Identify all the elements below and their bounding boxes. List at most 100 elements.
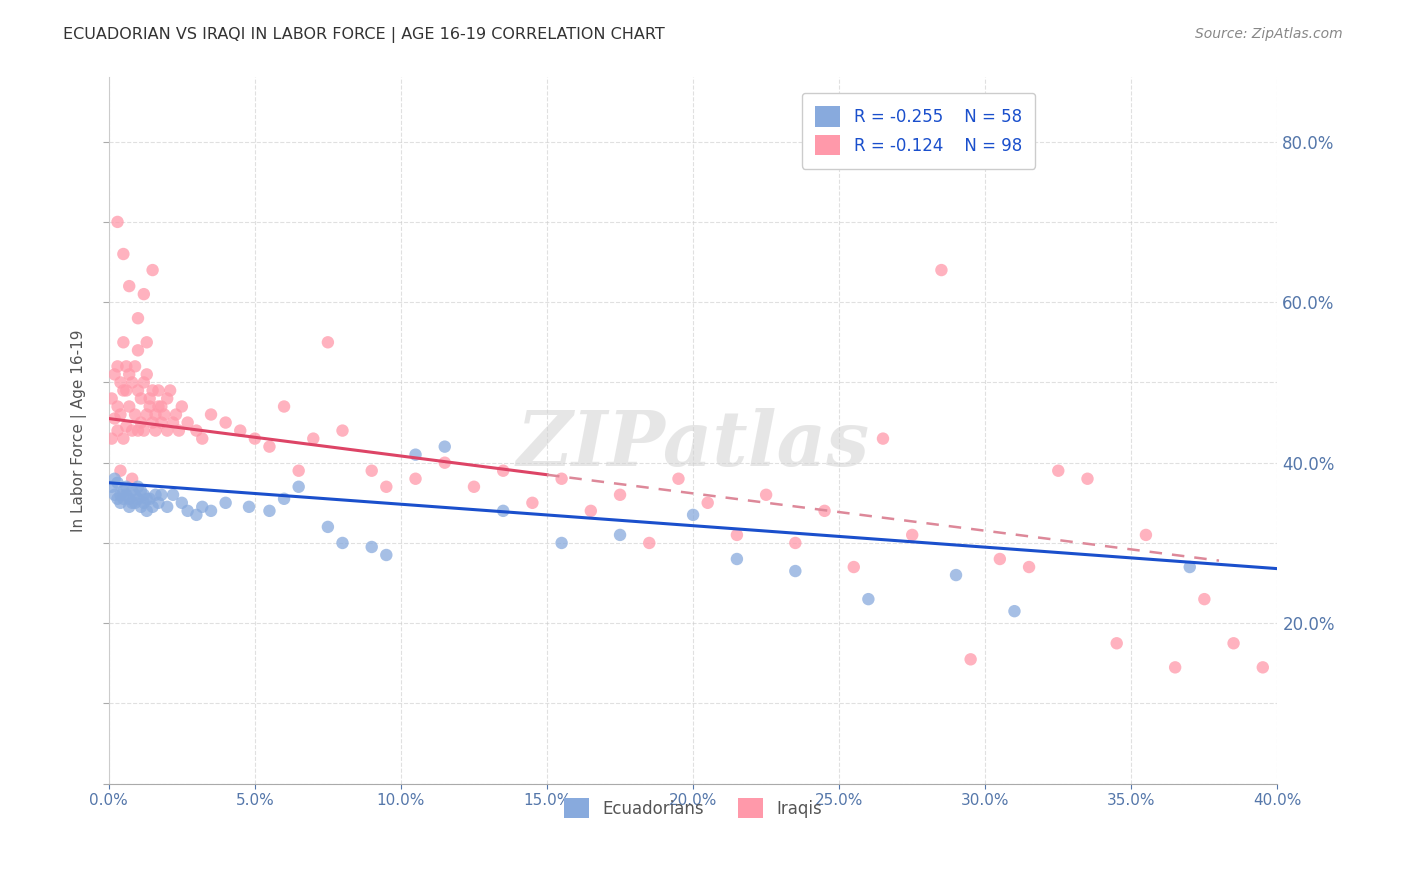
Point: [135, 368, 157, 382]
Point: [872, 432, 894, 446]
Point: [186, 424, 208, 438]
Point: [135, 491, 157, 506]
Point: [129, 483, 152, 498]
Point: [332, 536, 354, 550]
Point: [1222, 636, 1244, 650]
Text: ECUADORIAN VS IRAQI IN LABOR FORCE | AGE 16-19 CORRELATION CHART: ECUADORIAN VS IRAQI IN LABOR FORCE | AGE…: [63, 27, 665, 43]
Point: [170, 496, 193, 510]
Point: [1135, 528, 1157, 542]
Point: [1047, 464, 1070, 478]
Point: [638, 536, 661, 550]
Point: [115, 359, 138, 374]
Point: [191, 432, 214, 446]
Point: [405, 472, 427, 486]
Point: [112, 335, 135, 350]
Point: [115, 488, 138, 502]
Point: [858, 592, 880, 607]
Point: [110, 496, 132, 510]
Point: [118, 400, 141, 414]
Point: [127, 480, 149, 494]
Point: [842, 560, 865, 574]
Point: [150, 400, 173, 414]
Point: [273, 400, 295, 414]
Point: [153, 408, 176, 422]
Point: [127, 311, 149, 326]
Point: [492, 504, 515, 518]
Point: [273, 491, 295, 506]
Point: [118, 491, 141, 506]
Point: [107, 359, 129, 374]
Text: ZIPatlas: ZIPatlas: [516, 408, 870, 482]
Point: [148, 400, 170, 414]
Point: [433, 456, 456, 470]
Point: [142, 263, 165, 277]
Point: [287, 480, 309, 494]
Point: [142, 416, 165, 430]
Point: [243, 432, 266, 446]
Point: [1251, 660, 1274, 674]
Point: [142, 500, 165, 514]
Point: [127, 343, 149, 358]
Point: [229, 424, 252, 438]
Point: [100, 392, 122, 406]
Y-axis label: In Labor Force | Age 16-19: In Labor Force | Age 16-19: [72, 329, 87, 532]
Point: [375, 480, 398, 494]
Point: [1310, 648, 1333, 663]
Text: Source: ZipAtlas.com: Source: ZipAtlas.com: [1195, 27, 1343, 41]
Point: [104, 488, 127, 502]
Point: [107, 491, 129, 506]
Point: [138, 491, 160, 506]
Point: [150, 416, 173, 430]
Point: [959, 652, 981, 666]
Point: [145, 424, 167, 438]
Point: [132, 424, 155, 438]
Point: [118, 279, 141, 293]
Point: [124, 359, 146, 374]
Point: [142, 384, 165, 398]
Point: [1105, 636, 1128, 650]
Point: [156, 500, 179, 514]
Point: [129, 500, 152, 514]
Point: [112, 384, 135, 398]
Point: [100, 432, 122, 446]
Point: [127, 384, 149, 398]
Point: [332, 424, 354, 438]
Point: [107, 424, 129, 438]
Point: [129, 392, 152, 406]
Point: [104, 411, 127, 425]
Point: [110, 408, 132, 422]
Point: [132, 496, 155, 510]
Point: [550, 472, 572, 486]
Point: [360, 464, 382, 478]
Point: [1178, 560, 1201, 574]
Point: [150, 488, 173, 502]
Point: [609, 528, 631, 542]
Point: [755, 488, 778, 502]
Point: [1164, 660, 1187, 674]
Point: [785, 564, 807, 578]
Point: [135, 408, 157, 422]
Point: [1018, 560, 1040, 574]
Point: [145, 408, 167, 422]
Point: [579, 504, 602, 518]
Point: [1281, 636, 1303, 650]
Point: [138, 392, 160, 406]
Point: [112, 491, 135, 506]
Point: [132, 376, 155, 390]
Point: [138, 400, 160, 414]
Point: [162, 488, 184, 502]
Point: [945, 568, 967, 582]
Point: [1004, 604, 1026, 618]
Point: [104, 368, 127, 382]
Point: [104, 472, 127, 486]
Point: [186, 508, 208, 522]
Point: [121, 496, 143, 510]
Point: [124, 496, 146, 510]
Point: [200, 408, 222, 422]
Point: [148, 384, 170, 398]
Point: [1076, 472, 1098, 486]
Point: [813, 504, 835, 518]
Point: [463, 480, 485, 494]
Point: [200, 504, 222, 518]
Point: [132, 488, 155, 502]
